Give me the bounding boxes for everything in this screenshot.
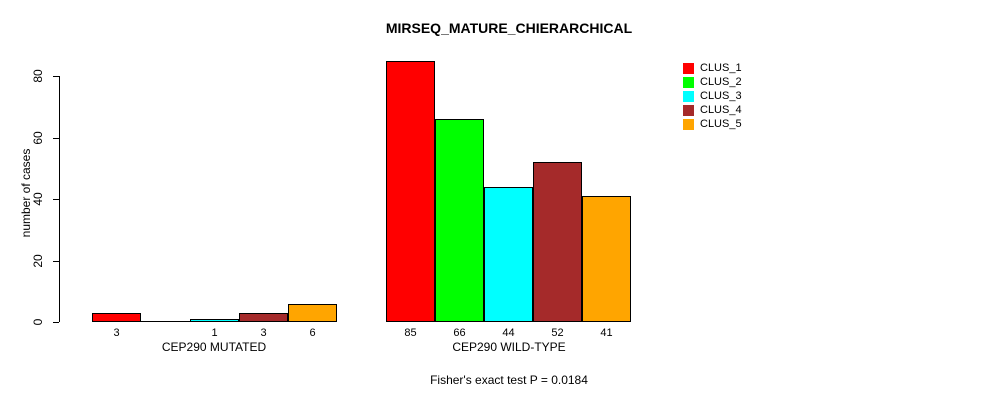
bar-clus_3 — [484, 187, 533, 322]
x-group-label-mutated: CEP290 MUTATED — [161, 340, 267, 354]
legend-swatch — [683, 62, 694, 74]
legend-label: CLUS_3 — [700, 90, 742, 102]
legend-swatch — [683, 104, 694, 116]
legend-swatch — [683, 90, 694, 102]
y-tick-mark — [53, 137, 59, 139]
legend-label: CLUS_4 — [700, 104, 742, 116]
legend-label: CLUS_5 — [700, 118, 742, 130]
bar-value-label: 44 — [502, 327, 515, 339]
legend-item: CLUS_5 — [683, 117, 742, 131]
legend-label: CLUS_1 — [700, 62, 742, 74]
legend-item: CLUS_2 — [683, 75, 742, 89]
x-group-label-wildtype: CEP290 WILD-TYPE — [452, 340, 566, 354]
bar-clus_1 — [386, 61, 435, 322]
y-tick-mark — [53, 260, 59, 262]
y-tick-mark — [53, 76, 59, 77]
annotation-text: Fisher's exact test P = 0.0184 — [430, 373, 588, 387]
legend-item: CLUS_3 — [683, 89, 742, 103]
bar-clus_3 — [190, 319, 239, 322]
y-tick-label: 20 — [31, 253, 45, 268]
y-tick-label: 60 — [31, 130, 45, 145]
legend-item: CLUS_1 — [683, 61, 742, 75]
legend: CLUS_1 CLUS_2 CLUS_3 CLUS_4 CLUS_5 — [683, 61, 742, 131]
bar-clus_1 — [92, 313, 141, 322]
y-tick-label: 40 — [31, 192, 45, 206]
bar-clus_2 — [141, 321, 190, 322]
y-tick-mark — [53, 199, 59, 200]
bar-clus_4 — [533, 162, 582, 322]
bar-value-label: 41 — [600, 327, 613, 339]
bar-clus_5 — [582, 196, 631, 322]
y-axis-line — [59, 76, 60, 322]
bar-value-label: 6 — [309, 327, 316, 339]
bar-clus_5 — [288, 304, 337, 322]
legend-swatch — [683, 118, 694, 130]
y-tick-label: 80 — [31, 69, 45, 83]
y-tick-label: 0 — [31, 318, 45, 326]
bar-clus_4 — [239, 313, 288, 322]
bar-value-label: 85 — [404, 327, 417, 339]
bar-value-label: 3 — [260, 327, 267, 339]
legend-item: CLUS_4 — [683, 103, 742, 117]
bar-clus_2 — [435, 119, 484, 322]
chart-title: MIRSEQ_MATURE_CHIERARCHICAL — [385, 20, 633, 36]
bar-value-label: 52 — [551, 327, 564, 339]
bar-value-label: 66 — [453, 327, 466, 339]
bar-value-label: 3 — [113, 327, 120, 339]
legend-swatch — [683, 76, 694, 88]
y-tick-mark — [53, 322, 59, 323]
bar-value-label: 1 — [211, 327, 218, 339]
legend-label: CLUS_2 — [700, 76, 742, 88]
